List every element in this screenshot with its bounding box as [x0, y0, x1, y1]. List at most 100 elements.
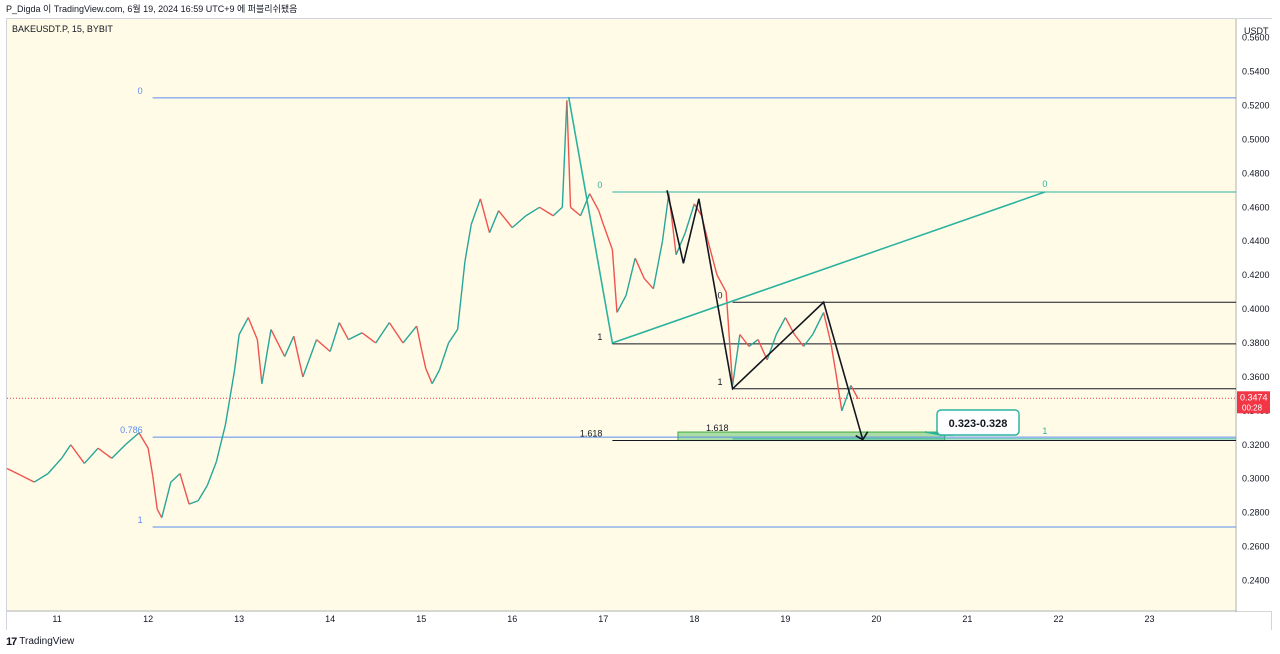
- price-segment: [284, 335, 295, 357]
- arrow-head-icon: [855, 431, 869, 441]
- price-segment: [402, 325, 418, 344]
- price-axis-panel[interactable]: [1237, 19, 1272, 611]
- last-price-badge[interactable]: [1237, 391, 1270, 414]
- price-segment: [316, 339, 331, 352]
- callout-box[interactable]: [936, 409, 1020, 436]
- price-segment: [539, 206, 554, 217]
- price-segment: [566, 100, 572, 208]
- x-tick-label: 21: [962, 614, 972, 624]
- price-segment: [247, 317, 258, 340]
- price-segment: [834, 370, 843, 411]
- price-segment: [611, 249, 618, 313]
- wave-path[interactable]: [666, 190, 864, 440]
- price-segment: [479, 198, 491, 233]
- y-tick-label: 0.4000: [1242, 304, 1270, 314]
- price-segment: [388, 322, 404, 344]
- time-axis-panel[interactable]: [7, 612, 1271, 630]
- swing-trendline[interactable]: [567, 96, 1046, 345]
- x-tick-label: 18: [689, 614, 699, 624]
- fib-level-label: 0.786: [120, 425, 143, 435]
- price-segment: [775, 317, 786, 335]
- y-tick-label: 0.5600: [1242, 33, 1270, 43]
- price-segment: [793, 334, 805, 347]
- price-segment: [822, 312, 832, 344]
- price-segment: [579, 193, 591, 217]
- price-segment: [470, 198, 482, 225]
- fib-level-label: 0: [1042, 179, 1047, 189]
- currency-label: USDT: [1244, 26, 1269, 36]
- price-segment: [156, 508, 163, 519]
- last-price-countdown: 00:28: [1242, 403, 1263, 412]
- price-segment: [197, 485, 208, 502]
- price-segment: [425, 368, 433, 384]
- price-segment: [256, 339, 263, 384]
- price-segment: [661, 193, 670, 242]
- y-tick-label: 0.3200: [1242, 440, 1270, 450]
- price-segment: [570, 206, 581, 217]
- y-tick-label: 0.3600: [1242, 372, 1270, 382]
- price-segment: [70, 444, 85, 464]
- price-segment: [138, 432, 149, 449]
- price-segment: [224, 370, 236, 425]
- tradingview-brand: TradingView: [19, 636, 75, 647]
- price-segment: [151, 475, 158, 510]
- fib-level-label: 1: [597, 332, 602, 342]
- price-segment: [716, 274, 727, 293]
- footer-brand[interactable]: 17 TradingView: [6, 634, 74, 650]
- price-segment: [270, 329, 286, 357]
- y-tick-label: 0.2800: [1242, 508, 1270, 518]
- y-tick-label: 0.4600: [1242, 202, 1270, 212]
- fib-level-label: 1: [1042, 426, 1047, 436]
- price-segment: [766, 334, 777, 361]
- price-segment: [643, 278, 654, 290]
- price-segment: [233, 334, 240, 371]
- price-segment: [841, 385, 852, 412]
- price-segment: [188, 500, 199, 505]
- x-tick-label: 14: [325, 614, 335, 624]
- symbol-label: BAKEUSDT.P, 15, BYBIT: [12, 24, 113, 34]
- price-segment: [464, 224, 472, 262]
- price-segment: [170, 473, 181, 483]
- x-tick-label: 23: [1145, 614, 1155, 624]
- price-segment: [488, 210, 500, 233]
- y-tick-label: 0.5200: [1242, 101, 1270, 111]
- chart-frame[interactable]: [6, 18, 1272, 630]
- x-tick-label: 19: [780, 614, 790, 624]
- price-segment: [161, 481, 172, 518]
- price-segment: [61, 444, 72, 459]
- author-name[interactable]: P_Digda: [6, 4, 41, 14]
- fib-level-label: 1: [138, 515, 143, 525]
- y-tick-label: 0.4400: [1242, 236, 1270, 246]
- publish-caption: 이 TradingView.com, 6월 19, 2024 16:59 UTC…: [43, 4, 298, 14]
- fib-level-label: 0: [138, 86, 143, 96]
- price-segment: [33, 473, 49, 483]
- fib-level-label: 1: [718, 377, 723, 387]
- price-segment: [693, 203, 703, 217]
- price-segment: [552, 206, 563, 217]
- price-segment: [447, 329, 459, 344]
- price-segment: [498, 210, 513, 229]
- price-segment: [625, 258, 636, 296]
- x-tick-label: 17: [598, 614, 608, 624]
- y-tick-label: 0.2400: [1242, 575, 1270, 585]
- price-segment: [634, 257, 645, 279]
- price-segment: [261, 329, 272, 384]
- price-segment: [348, 332, 363, 341]
- price-segment: [652, 241, 664, 289]
- price-segment: [602, 224, 614, 250]
- publish-info-bar: P_Digda 이 TradingView.com, 6월 19, 2024 1…: [0, 0, 1280, 18]
- price-segment: [338, 322, 350, 340]
- price-segment: [6, 467, 21, 476]
- price-segment: [111, 444, 126, 459]
- x-tick-label: 16: [507, 614, 517, 624]
- price-segment: [598, 210, 604, 225]
- y-tick-label: 0.4800: [1242, 168, 1270, 178]
- price-segment: [329, 322, 340, 352]
- x-tick-label: 22: [1053, 614, 1063, 624]
- price-segment: [83, 447, 99, 464]
- x-tick-label: 13: [234, 614, 244, 624]
- price-segment: [511, 215, 527, 229]
- price-segment: [293, 336, 304, 378]
- price-segment: [731, 334, 741, 386]
